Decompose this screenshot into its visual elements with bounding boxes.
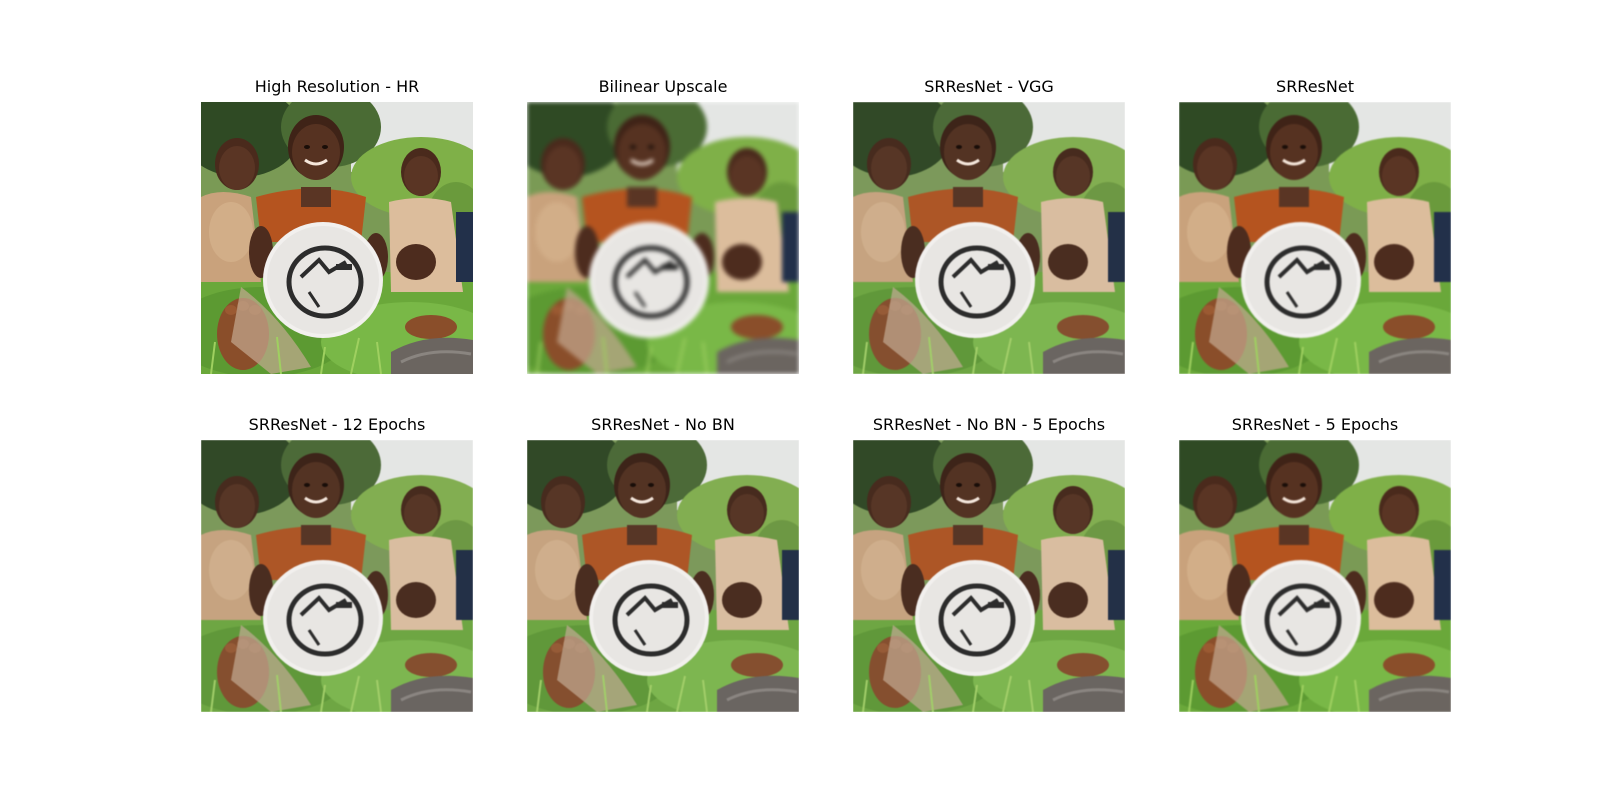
photo-children-frisbee: [1179, 440, 1451, 712]
panel-image: [853, 440, 1125, 712]
panel-title: SRResNet - 12 Epochs: [248, 415, 426, 434]
photo-children-frisbee: [853, 440, 1125, 712]
panel-title: Bilinear Upscale: [598, 77, 728, 96]
panel-image: [853, 102, 1125, 374]
photo-children-frisbee: [527, 102, 799, 374]
panel-image: [1179, 102, 1451, 374]
panel-image: [527, 102, 799, 374]
photo-children-frisbee: [853, 102, 1125, 374]
panel-title: SRResNet - No BN: [591, 415, 735, 434]
panel-image: [201, 440, 473, 712]
panel-title: SRResNet: [1276, 77, 1354, 96]
panel-image: [527, 440, 799, 712]
photo-children-frisbee: [1179, 102, 1451, 374]
panel-image: [201, 102, 473, 374]
photo-children-frisbee: [527, 440, 799, 712]
photo-children-frisbee: [201, 440, 473, 712]
panel-title: SRResNet - VGG: [924, 77, 1054, 96]
panel-image: [1179, 440, 1451, 712]
panel-title: High Resolution - HR: [254, 77, 420, 96]
panel-title: SRResNet - No BN - 5 Epochs: [872, 415, 1106, 434]
panel-title: SRResNet - 5 Epochs: [1231, 415, 1399, 434]
photo-children-frisbee: [201, 102, 473, 374]
